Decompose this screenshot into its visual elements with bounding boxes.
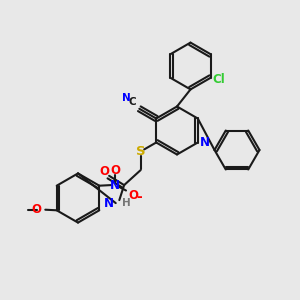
Text: O: O bbox=[129, 189, 139, 202]
Text: Cl: Cl bbox=[212, 73, 225, 86]
Text: H: H bbox=[122, 198, 130, 208]
Text: O: O bbox=[100, 165, 110, 178]
Text: -: - bbox=[136, 190, 142, 203]
Text: N: N bbox=[104, 196, 114, 210]
Text: N: N bbox=[110, 178, 120, 192]
Text: O: O bbox=[31, 203, 41, 216]
Text: N: N bbox=[122, 93, 131, 103]
Text: S: S bbox=[136, 145, 146, 158]
Text: C: C bbox=[128, 97, 136, 107]
Text: N: N bbox=[200, 136, 210, 149]
Text: O: O bbox=[110, 164, 120, 177]
